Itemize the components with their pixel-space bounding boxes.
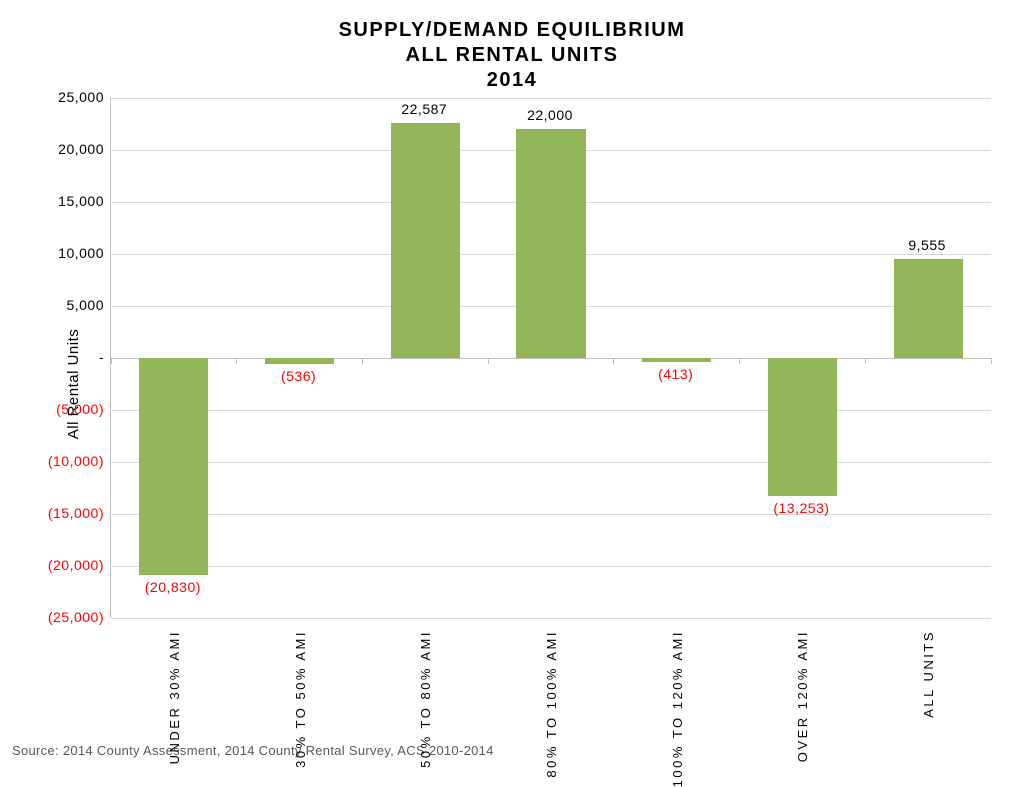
y-tick-label: (10,000) [14, 453, 104, 469]
gridline [111, 566, 991, 567]
gridline [111, 462, 991, 463]
title-line-1: SUPPLY/DEMAND EQUILIBRIUM [0, 18, 1024, 43]
bar [516, 129, 585, 358]
bar-value-label: (13,253) [739, 500, 865, 516]
bar [265, 358, 334, 364]
y-tick-label: (25,000) [14, 609, 104, 625]
gridline [111, 98, 991, 99]
gridline [111, 410, 991, 411]
y-tick-label: (20,000) [14, 557, 104, 573]
y-tick-label: 10,000 [14, 245, 104, 261]
chart-title: SUPPLY/DEMAND EQUILIBRIUM ALL RENTAL UNI… [0, 18, 1024, 93]
x-tick [111, 358, 112, 364]
bar [894, 259, 963, 358]
bar-value-label: 22,587 [361, 101, 487, 117]
bar [139, 358, 208, 575]
gridline [111, 618, 991, 619]
chart-container: SUPPLY/DEMAND EQUILIBRIUM ALL RENTAL UNI… [0, 0, 1024, 768]
bar [768, 358, 837, 496]
y-tick-label: 5,000 [14, 297, 104, 313]
bar-value-label: 22,000 [487, 107, 613, 123]
title-line-3: 2014 [0, 68, 1024, 93]
plot-area [110, 98, 990, 618]
bar-value-label: (536) [236, 368, 362, 384]
gridline [111, 358, 991, 359]
x-tick [865, 358, 866, 364]
bar-value-label: 9,555 [864, 237, 990, 253]
bar-value-label: (20,830) [110, 579, 236, 595]
bar-value-label: (413) [613, 366, 739, 382]
y-tick-label: - [14, 349, 104, 365]
y-tick-label: 20,000 [14, 141, 104, 157]
x-tick [991, 358, 992, 364]
y-tick-label: (5,000) [14, 401, 104, 417]
x-tick [236, 358, 237, 364]
title-line-2: ALL RENTAL UNITS [0, 43, 1024, 68]
y-tick-label: (15,000) [14, 505, 104, 521]
x-tick [362, 358, 363, 364]
x-tick [739, 358, 740, 364]
y-axis-title: All Rental Units [65, 329, 82, 440]
y-tick-label: 15,000 [14, 193, 104, 209]
bar [642, 358, 711, 362]
x-tick [488, 358, 489, 364]
bar [391, 123, 460, 358]
x-tick [613, 358, 614, 364]
y-tick-label: 25,000 [14, 89, 104, 105]
